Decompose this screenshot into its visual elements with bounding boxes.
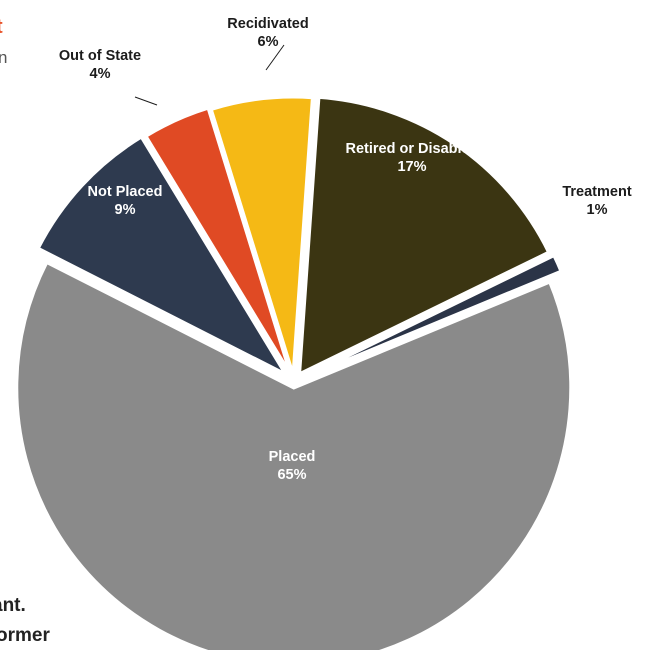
slice-label-treatment: Treatment 1%	[562, 184, 631, 218]
slice-treatment	[304, 253, 563, 379]
cropped-bottom-text-line-1: ant.	[0, 595, 26, 616]
slice-label-placed: Placed 65%	[269, 449, 316, 483]
cropped-bottom-text-line-2: ormer	[0, 625, 50, 646]
slice-out-of-state	[143, 106, 292, 374]
leader-line-recidivated	[265, 44, 285, 71]
leader-line-out-of-state	[134, 96, 158, 106]
slice-label-out-of-state: Out of State 4%	[59, 48, 141, 82]
cropped-heading-fragment: t	[0, 16, 3, 39]
slice-retired-or-disabled	[297, 95, 551, 377]
leader-lines	[134, 44, 285, 106]
slice-recidivated	[209, 95, 315, 375]
slice-label-retired-or-disabled: Retired or Disabled 17%	[346, 141, 479, 175]
slice-label-not-placed: Not Placed 9%	[88, 184, 163, 218]
pie-slices	[15, 95, 573, 650]
slice-not-placed	[36, 135, 290, 378]
cropped-body-fragment: n	[0, 48, 8, 67]
slice-placed	[15, 260, 573, 650]
slice-label-recidivated: Recidivated 6%	[227, 16, 308, 50]
slice-labels: Retired or Disabled 17% Treatment 1% Placed 6…	[59, 16, 632, 483]
